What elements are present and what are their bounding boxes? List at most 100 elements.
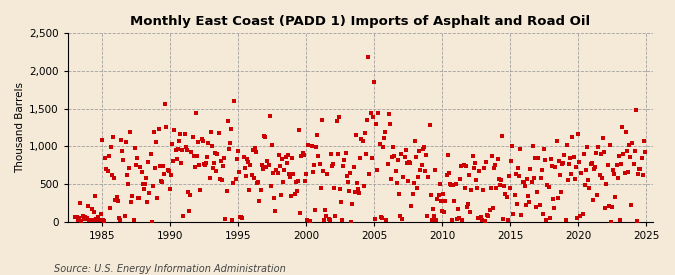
- Point: [418, 145, 429, 149]
- Point: [256, 163, 267, 167]
- Point: [472, 186, 483, 190]
- Point: [289, 191, 300, 196]
- Point: [504, 174, 514, 178]
- Point: [432, 196, 443, 201]
- Point: [348, 165, 359, 169]
- Point: [235, 215, 246, 219]
- Point: [210, 150, 221, 155]
- Point: [460, 164, 471, 168]
- Point: [388, 145, 399, 150]
- Point: [514, 174, 524, 178]
- Point: [383, 112, 394, 117]
- Point: [321, 214, 331, 219]
- Point: [230, 177, 241, 182]
- Point: [515, 147, 526, 151]
- Point: [72, 214, 82, 219]
- Point: [92, 218, 103, 222]
- Point: [442, 152, 453, 157]
- Point: [120, 140, 131, 145]
- Point: [427, 207, 438, 211]
- Point: [579, 183, 590, 188]
- Point: [179, 132, 190, 136]
- Point: [159, 172, 169, 177]
- Point: [430, 167, 441, 172]
- Point: [415, 168, 426, 173]
- Point: [152, 196, 163, 200]
- Point: [169, 128, 180, 133]
- Point: [434, 182, 445, 186]
- Point: [271, 168, 282, 172]
- Point: [597, 135, 608, 140]
- Point: [541, 218, 551, 222]
- Point: [195, 188, 206, 192]
- Point: [294, 128, 304, 132]
- Point: [270, 209, 281, 214]
- Point: [211, 169, 222, 174]
- Point: [360, 131, 371, 135]
- Point: [95, 218, 105, 222]
- Point: [275, 164, 286, 169]
- Point: [282, 152, 293, 157]
- Point: [335, 200, 346, 204]
- Point: [558, 161, 569, 165]
- Point: [177, 147, 188, 152]
- Point: [397, 217, 408, 221]
- Point: [136, 170, 147, 174]
- Point: [218, 163, 229, 168]
- Point: [556, 189, 566, 194]
- Point: [402, 161, 412, 165]
- Point: [421, 152, 431, 157]
- Point: [377, 215, 387, 220]
- Point: [137, 182, 148, 186]
- Point: [427, 218, 437, 222]
- Point: [611, 162, 622, 167]
- Point: [75, 200, 86, 205]
- Point: [547, 164, 558, 169]
- Point: [465, 210, 476, 214]
- Point: [590, 164, 601, 169]
- Point: [148, 130, 159, 135]
- Point: [194, 163, 205, 167]
- Point: [158, 163, 169, 168]
- Point: [505, 186, 516, 191]
- Point: [151, 140, 161, 144]
- Point: [138, 187, 149, 191]
- Point: [374, 142, 385, 146]
- Point: [413, 175, 424, 180]
- Point: [146, 219, 157, 224]
- Point: [429, 214, 439, 218]
- Point: [353, 187, 364, 191]
- Point: [262, 159, 273, 164]
- Point: [624, 143, 634, 147]
- Point: [619, 171, 630, 175]
- Point: [367, 156, 377, 160]
- Point: [113, 216, 124, 221]
- Point: [522, 194, 533, 198]
- Point: [437, 208, 448, 213]
- Point: [296, 154, 307, 158]
- Point: [489, 166, 500, 170]
- Point: [140, 176, 151, 180]
- Point: [474, 169, 485, 173]
- Point: [108, 135, 119, 140]
- Point: [554, 159, 564, 164]
- Point: [200, 161, 211, 165]
- Point: [500, 192, 511, 196]
- Point: [171, 156, 182, 161]
- Point: [202, 155, 213, 159]
- Point: [88, 210, 99, 214]
- Point: [525, 167, 536, 171]
- Point: [90, 217, 101, 221]
- Point: [535, 175, 546, 180]
- Point: [356, 136, 367, 141]
- Point: [618, 152, 629, 156]
- Point: [155, 164, 165, 169]
- Point: [457, 218, 468, 222]
- Point: [639, 150, 650, 155]
- Point: [547, 196, 558, 201]
- Point: [400, 148, 411, 152]
- Point: [269, 196, 279, 200]
- Point: [481, 160, 491, 164]
- Point: [221, 189, 232, 194]
- Point: [253, 180, 264, 184]
